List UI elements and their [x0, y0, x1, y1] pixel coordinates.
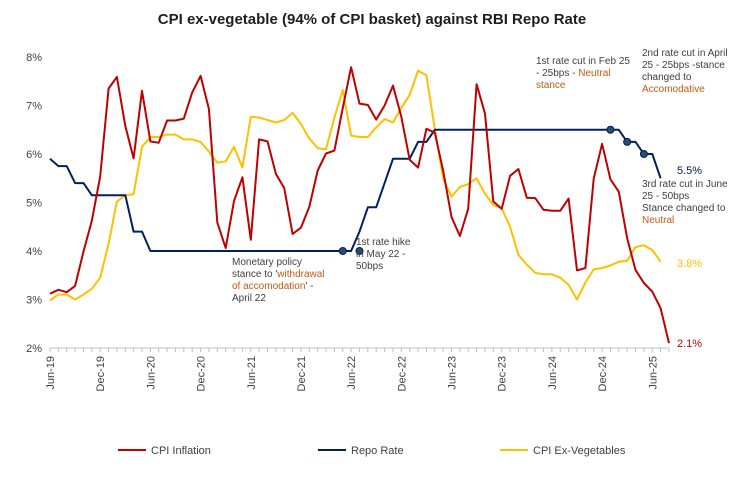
repo-rate-marker [338, 247, 347, 255]
end-label-exveg: 3.8% [677, 258, 702, 270]
y-tick-label: 6% [26, 149, 42, 161]
x-tick-label: Jun-22 [346, 356, 358, 390]
x-tick-label: Dec-19 [95, 356, 107, 391]
x-tick-label: Dec-23 [497, 356, 509, 391]
annotation-second-cut-line: changed to [642, 72, 692, 83]
annotation-first-cut-line: 1st rate cut in Feb 25 [536, 56, 630, 67]
legend-label-cpi: CPI Inflation [151, 445, 211, 457]
y-tick-label: 8% [26, 52, 42, 64]
series-layer [49, 66, 670, 344]
series-line-cpi-ex-vegetables [49, 69, 662, 302]
annotation-third-cut-highlight: Neutral [642, 215, 674, 226]
annotation-rate-hike: 1st rate hike in May 22 - 50bps [356, 237, 413, 272]
annotation-third-cut-line: 3rd rate cut in June [642, 179, 728, 190]
annotation-first-cut-highlight: stance [536, 80, 566, 91]
annotation-rate-hike-line: 1st rate hike [356, 237, 411, 248]
y-tick-label: 2% [26, 343, 42, 355]
annotation-third-cut-line: Stance changed to [642, 203, 726, 214]
y-tick-label: 7% [26, 101, 42, 113]
y-tick-label: 3% [26, 295, 42, 307]
series-line-repo-rate [49, 128, 662, 252]
annotation-second-cut-line: 2nd rate cut in April [642, 48, 728, 59]
y-tick-label: 5% [26, 198, 42, 210]
annotation-second-cut-line: 25 - 25bps -stance [642, 60, 725, 71]
x-tick-label: Jun-25 [647, 356, 659, 390]
repo-rate-marker [606, 125, 615, 134]
x-tick-label: Jun-20 [145, 356, 157, 390]
annotation-stance-highlight: withdrawal [276, 269, 324, 280]
legend-label-exveg: CPI Ex-Vegetables [533, 445, 626, 457]
x-tick-label: Dec-21 [296, 356, 308, 391]
annotation-first-cut-highlight: Neutral [578, 68, 610, 79]
annotation-stance-line: Monetary policy [232, 257, 302, 268]
x-tick-label: Dec-20 [196, 356, 208, 391]
x-tick-label: Dec-22 [396, 356, 408, 391]
x-tick-label: Jun-21 [246, 356, 258, 390]
annotation-first-cut: 1st rate cut in Feb 25 - 25bps - Neutral… [536, 56, 633, 91]
annotation-rate-hike-line: 50bps [356, 261, 383, 272]
x-tick-label: Jun-19 [45, 356, 57, 390]
annotation-rate-hike-line: in May 22 - [356, 249, 405, 260]
repo-rate-marker [623, 137, 632, 146]
x-axis: Jun-19 Dec-19 Jun-20 Dec-20 Jun-21 Dec-21 Jun-… [45, 347, 670, 391]
annotation-stance-highlight: of accomodation [232, 281, 305, 292]
annotation-stance-text: ' - [305, 281, 313, 292]
legend-label-repo: Repo Rate [351, 445, 404, 457]
x-tick-label: Jun-23 [447, 356, 459, 390]
annotation-third-cut: 3rd rate cut in June 25 - 50bps Stance c… [642, 179, 730, 226]
end-label-cpi: 2.1% [677, 338, 702, 350]
annotation-third-cut-line: 25 - 50bps [642, 191, 689, 202]
repo-rate-markers [338, 125, 648, 255]
end-label-repo: 5.5% [677, 165, 702, 177]
annotation-second-cut-highlight: Accomodative [642, 84, 705, 95]
annotation-second-cut: 2nd rate cut in April 25 - 25bps -stance… [642, 48, 730, 95]
repo-rate-marker [355, 247, 364, 255]
chart-title: CPI ex-vegetable (94% of CPI basket) aga… [158, 11, 586, 28]
annotation-stance-line: April 22 [232, 293, 266, 304]
x-tick-label: Jun-24 [547, 356, 559, 390]
y-axis: 2% 3% 4% 5% 6% 7% 8% [26, 52, 42, 355]
annotation-policy-stance: Monetary policy stance to 'withdrawal of… [232, 257, 327, 304]
repo-rate-marker [639, 150, 648, 158]
annotation-stance-text: stance to ' [232, 269, 277, 280]
series-line-cpi-inflation [49, 66, 670, 344]
legend: CPI Inflation Repo Rate CPI Ex-Vegetable… [118, 445, 626, 457]
x-tick-label: Dec-24 [597, 356, 609, 391]
annotation-first-cut-text: - 25bps - [536, 68, 578, 79]
y-tick-label: 4% [26, 246, 42, 258]
